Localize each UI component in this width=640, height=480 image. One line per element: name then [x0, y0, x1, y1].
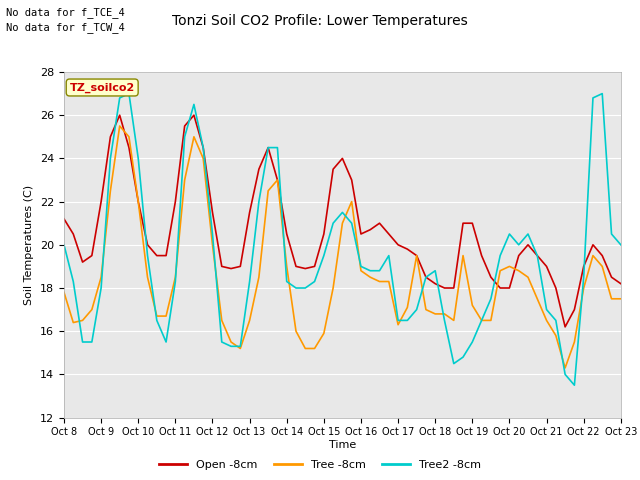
Text: TZ_soilco2: TZ_soilco2 — [70, 83, 135, 93]
Text: No data for f_TCW_4: No data for f_TCW_4 — [6, 22, 125, 33]
Text: Tonzi Soil CO2 Profile: Lower Temperatures: Tonzi Soil CO2 Profile: Lower Temperatur… — [172, 14, 468, 28]
X-axis label: Time: Time — [329, 440, 356, 450]
Y-axis label: Soil Temperatures (C): Soil Temperatures (C) — [24, 185, 35, 305]
Legend: Open -8cm, Tree -8cm, Tree2 -8cm: Open -8cm, Tree -8cm, Tree2 -8cm — [155, 456, 485, 474]
Text: No data for f_TCE_4: No data for f_TCE_4 — [6, 7, 125, 18]
